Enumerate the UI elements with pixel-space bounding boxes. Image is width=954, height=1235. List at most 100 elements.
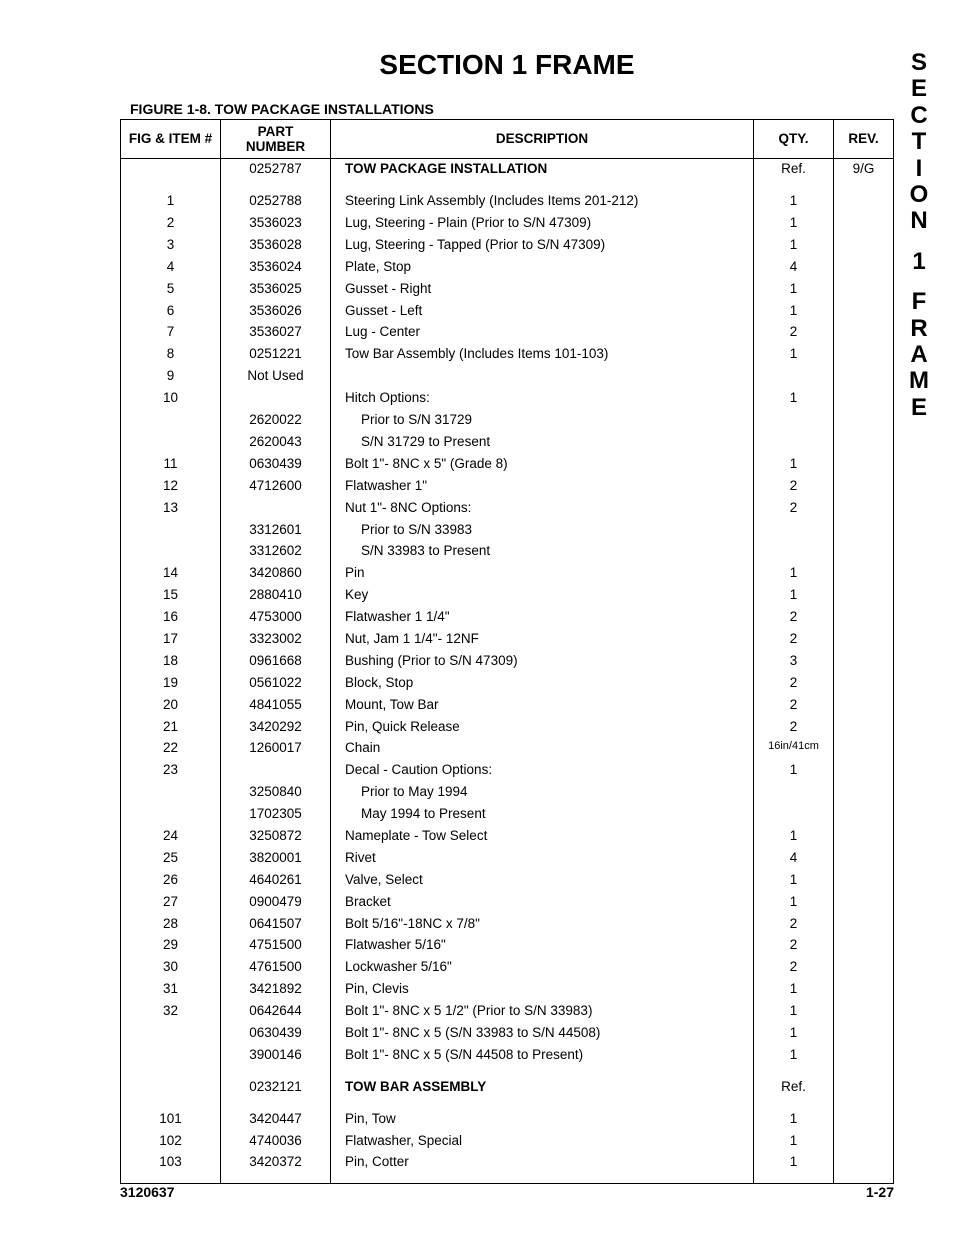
- cell: 13: [121, 497, 221, 519]
- cell: Pin, Cotter: [331, 1152, 754, 1174]
- cell: 0232121: [221, 1076, 331, 1098]
- cell: 1: [754, 278, 834, 300]
- table-row: 3312602S/N 33983 to Present: [121, 541, 894, 563]
- cell: [834, 585, 894, 607]
- table-row: 173323002Nut, Jam 1 1/4"- 12NF2: [121, 628, 894, 650]
- cell: S/N 31729 to Present: [331, 431, 754, 453]
- cell: [754, 541, 834, 563]
- cell: 3536027: [221, 322, 331, 344]
- table-row: 23Decal - Caution Options:1: [121, 760, 894, 782]
- side-tab-char: A: [904, 342, 934, 368]
- cell: [834, 519, 894, 541]
- cell: 1: [754, 563, 834, 585]
- table-row: 164753000Flatwasher 1 1/4"2: [121, 607, 894, 629]
- table-row: 23536023Lug, Steering - Plain (Prior to …: [121, 213, 894, 235]
- cell: [121, 519, 221, 541]
- cell: 16: [121, 607, 221, 629]
- table-row: 43536024Plate, Stop4: [121, 256, 894, 278]
- cell: 23: [121, 760, 221, 782]
- cell: [834, 213, 894, 235]
- side-tab-char: [904, 275, 934, 289]
- cell: 1: [754, 1130, 834, 1152]
- cell: Flatwasher 5/16": [331, 935, 754, 957]
- cell: [834, 935, 894, 957]
- cell: Plate, Stop: [331, 256, 754, 278]
- cell: 2: [754, 913, 834, 935]
- cell: 16in/41cm: [754, 738, 834, 760]
- col-header-fig: FIG & ITEM #: [121, 119, 221, 158]
- cell: Bushing (Prior to S/N 47309): [331, 650, 754, 672]
- cell: [121, 410, 221, 432]
- cell: Pin: [331, 563, 754, 585]
- cell: 1: [754, 213, 834, 235]
- cell: 3536028: [221, 234, 331, 256]
- side-tab-char: 1: [904, 249, 934, 275]
- cell: Hitch Options:: [331, 388, 754, 410]
- table-row: 1033420372Pin, Cotter1: [121, 1152, 894, 1174]
- cell: Gusset - Right: [331, 278, 754, 300]
- table-row: 320642644Bolt 1"- 8NC x 5 1/2" (Prior to…: [121, 1001, 894, 1023]
- cell: 3536024: [221, 256, 331, 278]
- cell: Ref.: [754, 1076, 834, 1098]
- cell: 2: [754, 694, 834, 716]
- cell: Pin, Clevis: [331, 979, 754, 1001]
- cell: TOW BAR ASSEMBLY: [331, 1076, 754, 1098]
- cell: Rivet: [331, 847, 754, 869]
- cell: 4712600: [221, 475, 331, 497]
- cell: 0961668: [221, 650, 331, 672]
- table-row: 213420292Pin, Quick Release2: [121, 716, 894, 738]
- section-title: SECTION 1 FRAME: [120, 49, 894, 81]
- table-row: 190561022Block, Stop2: [121, 672, 894, 694]
- cell: [834, 869, 894, 891]
- cell: 27: [121, 891, 221, 913]
- cell: 0252787: [221, 158, 331, 180]
- cell: 15: [121, 585, 221, 607]
- cell: 29: [121, 935, 221, 957]
- side-tab-char: F: [904, 289, 934, 315]
- table-row: 9Not Used: [121, 366, 894, 388]
- cell: [834, 541, 894, 563]
- cell: [834, 782, 894, 804]
- cell: 103: [121, 1152, 221, 1174]
- cell: 2: [754, 322, 834, 344]
- cell: Lug, Steering - Tapped (Prior to S/N 473…: [331, 234, 754, 256]
- table-row: 53536025Gusset - Right1: [121, 278, 894, 300]
- side-tab-char: T: [904, 129, 934, 155]
- cell: 1: [754, 979, 834, 1001]
- cell: 4761500: [221, 957, 331, 979]
- cell: [834, 891, 894, 913]
- cell: 0642644: [221, 1001, 331, 1023]
- table-row: 2620022Prior to S/N 31729: [121, 410, 894, 432]
- table-row: 253820001Rivet4: [121, 847, 894, 869]
- cell: 14: [121, 563, 221, 585]
- table-row: 180961668Bushing (Prior to S/N 47309)3: [121, 650, 894, 672]
- cell: [754, 519, 834, 541]
- table-row: 1702305May 1994 to Present: [121, 804, 894, 826]
- cell: 1: [754, 1152, 834, 1174]
- cell: 9/G: [834, 158, 894, 180]
- cell: 101: [121, 1108, 221, 1130]
- side-tab-char: C: [904, 103, 934, 129]
- page-footer: 3120637 1-27: [120, 1184, 894, 1200]
- cell: [754, 804, 834, 826]
- table-row: 10Hitch Options:1: [121, 388, 894, 410]
- cell: Flatwasher, Special: [331, 1130, 754, 1152]
- cell: 22: [121, 738, 221, 760]
- cell: 11: [121, 453, 221, 475]
- table-row: 0630439Bolt 1"- 8NC x 5 (S/N 33983 to S/…: [121, 1022, 894, 1044]
- cell: 2: [754, 628, 834, 650]
- side-tab-char: [904, 235, 934, 249]
- cell: Nameplate - Tow Select: [331, 825, 754, 847]
- cell: 2: [754, 716, 834, 738]
- cell: [834, 410, 894, 432]
- table-row: 152880410Key1: [121, 585, 894, 607]
- table-row: [121, 1066, 894, 1076]
- cell: 18: [121, 650, 221, 672]
- col-header-desc: DESCRIPTION: [331, 119, 754, 158]
- cell: 3536023: [221, 213, 331, 235]
- cell: 0252788: [221, 191, 331, 213]
- cell: 102: [121, 1130, 221, 1152]
- cell: Tow Bar Assembly (Includes Items 101-103…: [331, 344, 754, 366]
- table-row: 10252788Steering Link Assembly (Includes…: [121, 191, 894, 213]
- cell: 0251221: [221, 344, 331, 366]
